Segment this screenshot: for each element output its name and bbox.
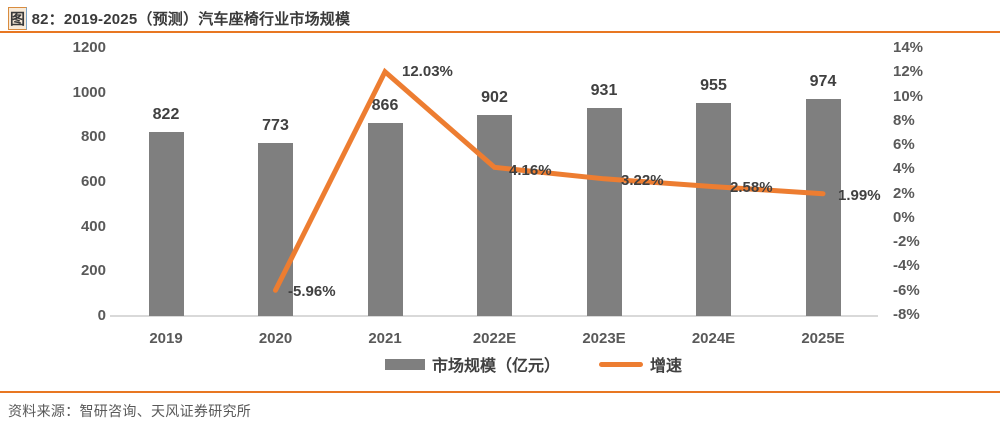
bar-value-label: 822 [152, 106, 180, 124]
bar-value-label: 931 [590, 82, 618, 100]
top-divider [0, 31, 1000, 33]
bar-value-label: 773 [262, 117, 289, 135]
right-axis-tick: -6% [893, 281, 920, 299]
x-axis-line [110, 315, 878, 317]
bar-2025E [805, 98, 841, 316]
figure-title: 图 82：2019-2025（预测）汽车座椅行业市场规模 [8, 7, 350, 30]
legend-line-label: 增速 [650, 358, 683, 375]
growth-value-label: 12.03% [402, 63, 453, 80]
figure-title-highlight: 图 [8, 7, 28, 30]
x-axis-label-2019: 2019 [149, 330, 183, 347]
right-axis-tick: 14% [893, 39, 924, 56]
right-axis-tick: 10% [893, 87, 924, 105]
left-axis-tick: 600 [80, 173, 106, 190]
figure-title-text: 82：2019-2025（预测）汽车座椅行业市场规模 [27, 11, 351, 28]
left-axis-tick: 0 [97, 307, 106, 324]
chart-legend: 市场规模（亿元） 增速 [385, 352, 682, 376]
bar-2019 [148, 132, 184, 316]
bar-2022E [477, 114, 512, 316]
x-axis-label-2021: 2021 [368, 330, 402, 347]
growth-value-label: -5.96% [288, 283, 336, 300]
bar-2021 [367, 122, 403, 316]
legend-bar-swatch [385, 358, 425, 370]
x-axis-label-2020: 2020 [258, 330, 293, 347]
left-axis-tick: 1200 [72, 39, 106, 56]
source-line: 资料来源：智研咨询、天风证券研究所 [8, 403, 252, 419]
legend-line-swatch [599, 361, 644, 367]
right-axis-tick: 8% [893, 111, 915, 129]
bottom-divider [0, 391, 1000, 393]
bar-value-label: 955 [700, 76, 727, 94]
bar-value-label: 902 [481, 88, 508, 106]
right-axis-tick: 4% [893, 160, 915, 178]
left-axis-tick: 800 [80, 128, 106, 146]
right-axis-tick: 12% [893, 63, 924, 81]
x-axis-label-2024E: 2024E [691, 330, 736, 347]
growth-value-label: 2.58% [730, 179, 773, 196]
growth-value-label: 1.99% [838, 187, 881, 204]
bar-2023E [586, 108, 622, 316]
right-axis-tick: 6% [893, 136, 915, 154]
legend-bar-label: 市场规模（亿元） [432, 358, 561, 375]
right-axis-tick: -2% [893, 233, 920, 251]
left-axis-tick: 200 [80, 262, 106, 280]
x-axis-label-2023E: 2023E [582, 330, 626, 347]
bar-value-label: 974 [809, 72, 837, 90]
bar-2024E [696, 102, 731, 316]
growth-value-label: 4.16% [509, 162, 552, 179]
x-axis-label-2022E: 2022E [472, 330, 517, 347]
right-axis-tick: -8% [893, 306, 920, 323]
right-axis-tick: 2% [893, 184, 915, 202]
right-axis-tick: 0% [893, 208, 915, 226]
left-axis-tick: 1000 [72, 83, 106, 101]
left-axis-tick: 400 [80, 217, 106, 235]
growth-value-label: 3.22% [621, 172, 664, 189]
bar-value-label: 866 [371, 96, 399, 114]
x-axis-label-2025E: 2025E [801, 330, 845, 347]
right-axis-tick: -4% [893, 257, 920, 275]
